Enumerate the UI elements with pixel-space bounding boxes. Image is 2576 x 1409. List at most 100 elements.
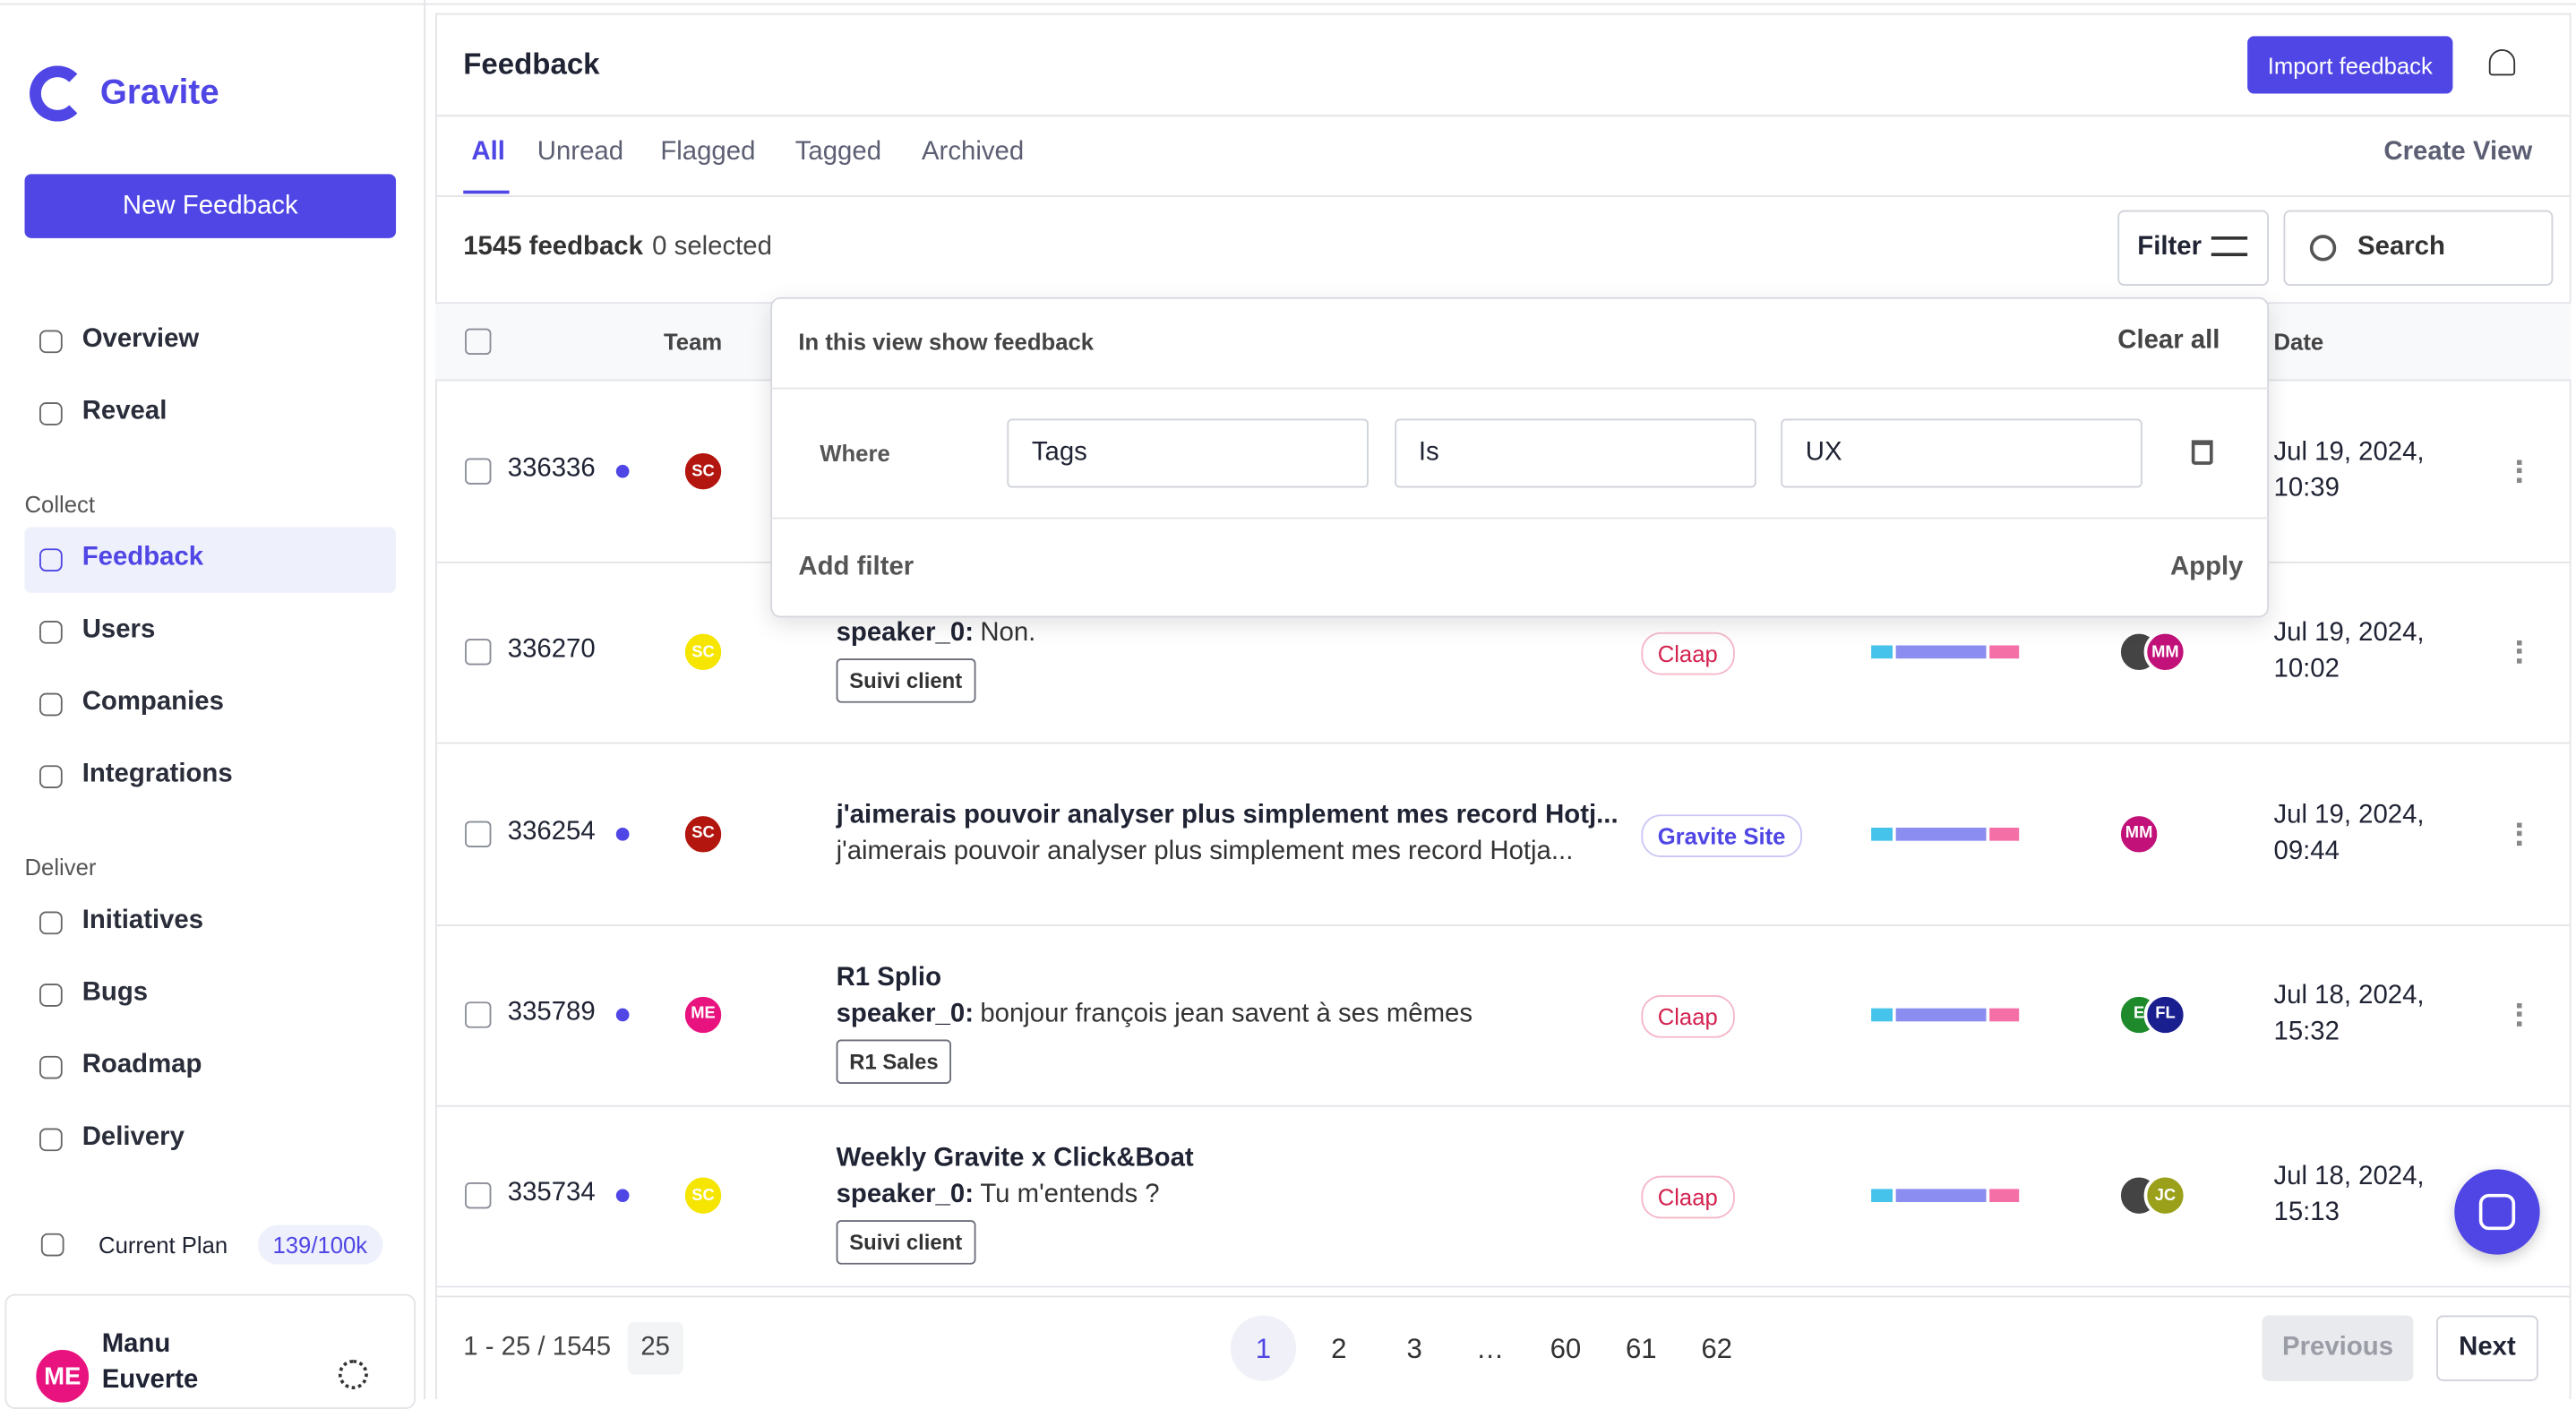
nav-icon: [39, 1128, 63, 1152]
sentiment-segment: [1871, 646, 1893, 659]
nav-section-label: Deliver: [24, 854, 97, 881]
team-avatar: SC: [682, 812, 725, 855]
row-menu[interactable]: [2516, 640, 2522, 665]
filter-label: Filter: [2137, 233, 2202, 262]
nav-icon: [39, 330, 63, 354]
sentiment-segment: [1989, 1189, 2020, 1203]
row-checkbox[interactable]: [465, 820, 492, 847]
import-button[interactable]: Import feedback: [2247, 36, 2453, 94]
plan-usage: 139/100k: [257, 1224, 382, 1265]
source-pill: Claap: [1641, 1176, 1735, 1219]
row-divider: [435, 924, 2572, 926]
apply[interactable]: Apply: [2169, 553, 2244, 581]
nav-item[interactable]: Delivery: [82, 1122, 185, 1152]
search-icon: [2309, 235, 2337, 262]
nav-icon: [39, 911, 63, 935]
feedback-id: 336270: [507, 636, 596, 665]
nav-item[interactable]: Companies: [82, 688, 224, 717]
sidebar-border: [424, 0, 426, 1399]
plan-icon: [40, 1233, 64, 1257]
page-title: Feedback: [463, 47, 600, 81]
page-number[interactable]: …: [1475, 1333, 1505, 1365]
sentiment-bar: [1871, 1189, 2020, 1203]
header-checkbox[interactable]: [465, 328, 492, 355]
nav-active-bg: [24, 527, 397, 593]
sentiment-segment: [1871, 827, 1893, 840]
nav-section-label: Collect: [24, 491, 96, 518]
time: 09:44: [2273, 837, 2340, 865]
filter-popup: [770, 296, 2270, 618]
time: 15:32: [2273, 1018, 2340, 1046]
sentiment-segment: [1989, 646, 2020, 659]
page-number[interactable]: 60: [1550, 1333, 1582, 1365]
nav-icon: [39, 765, 63, 788]
clear-all[interactable]: Clear all: [2117, 326, 2220, 355]
filter-icon: [2211, 236, 2248, 256]
row-checkbox[interactable]: [465, 1001, 492, 1028]
top-border: [0, 3, 2576, 5]
tab[interactable]: Unread: [537, 137, 624, 167]
unread-dot: [615, 464, 630, 478]
sentiment-segment: [1895, 646, 1987, 659]
feedback-text: Non.: [980, 619, 1036, 648]
search-box[interactable]: [2283, 210, 2554, 286]
nav-icon: [39, 1055, 63, 1079]
nav-item[interactable]: Initiatives: [82, 906, 204, 935]
row-checkbox[interactable]: [465, 458, 492, 485]
search-label: Search: [2357, 233, 2445, 262]
row-menu[interactable]: [2516, 460, 2522, 483]
row-divider: [435, 1285, 2572, 1288]
page-number[interactable]: 61: [1625, 1333, 1657, 1365]
per-page[interactable]: 25: [627, 1321, 683, 1375]
page-number[interactable]: 3: [1406, 1333, 1422, 1365]
user-avatar: ME: [32, 1346, 92, 1406]
feedback-text: Tu m'entends ?: [980, 1181, 1160, 1209]
settings-icon[interactable]: [338, 1359, 368, 1389]
speaker: speaker_0:: [836, 1181, 974, 1209]
nav-item[interactable]: Bugs: [82, 978, 149, 1007]
add-filter[interactable]: Add filter: [798, 553, 914, 581]
sentiment-segment: [1895, 827, 1987, 840]
filter-field[interactable]: UX: [1781, 418, 2142, 488]
logo-icon: [30, 65, 86, 122]
page-range: 1 - 25 / 1545: [463, 1333, 612, 1362]
nav-item[interactable]: Reveal: [82, 397, 167, 425]
tab[interactable]: Archived: [921, 137, 1025, 167]
page-number[interactable]: 2: [1331, 1333, 1347, 1365]
new-feedback-button[interactable]: New Feedback: [24, 174, 397, 238]
row-checkbox[interactable]: [465, 1182, 492, 1209]
nav-icon: [39, 620, 63, 644]
nav-item[interactable]: Users: [82, 615, 156, 644]
row-menu[interactable]: [2516, 821, 2522, 846]
team-avatar: ME: [682, 992, 725, 1036]
chat-launcher[interactable]: [2454, 1169, 2540, 1255]
delete-icon[interactable]: [2191, 440, 2213, 465]
filter-field[interactable]: Tags: [1007, 418, 1369, 488]
source-pill: Claap: [1641, 632, 1735, 676]
feedback-id: 335789: [507, 998, 596, 1027]
row-divider: [435, 743, 2572, 745]
tab[interactable]: All: [471, 137, 505, 167]
nav-item[interactable]: Roadmap: [82, 1051, 202, 1079]
tab[interactable]: Flagged: [660, 137, 756, 167]
filter-button[interactable]: [2117, 210, 2270, 286]
nav-item[interactable]: Feedback: [82, 543, 204, 571]
row-menu[interactable]: [2516, 1002, 2522, 1027]
next-button[interactable]: Next: [2436, 1315, 2538, 1381]
tab[interactable]: Tagged: [794, 137, 882, 167]
nav-item[interactable]: Integrations: [82, 760, 233, 788]
date: Jul 19, 2024,: [2273, 438, 2425, 467]
sentiment-segment: [1895, 1008, 1987, 1022]
page-number[interactable]: 1: [1255, 1333, 1272, 1365]
filter-field[interactable]: Is: [1394, 418, 1756, 488]
nav-item[interactable]: Overview: [82, 324, 200, 354]
sentiment-segment: [1871, 1189, 1893, 1203]
nav-icon: [39, 402, 63, 425]
previous-button[interactable]: Previous: [2262, 1315, 2414, 1381]
create-view[interactable]: Create View: [2383, 137, 2533, 167]
page-number[interactable]: 62: [1701, 1333, 1733, 1365]
unread-dot: [615, 827, 630, 840]
bell-icon[interactable]: [2488, 48, 2516, 76]
row-checkbox[interactable]: [465, 639, 492, 666]
